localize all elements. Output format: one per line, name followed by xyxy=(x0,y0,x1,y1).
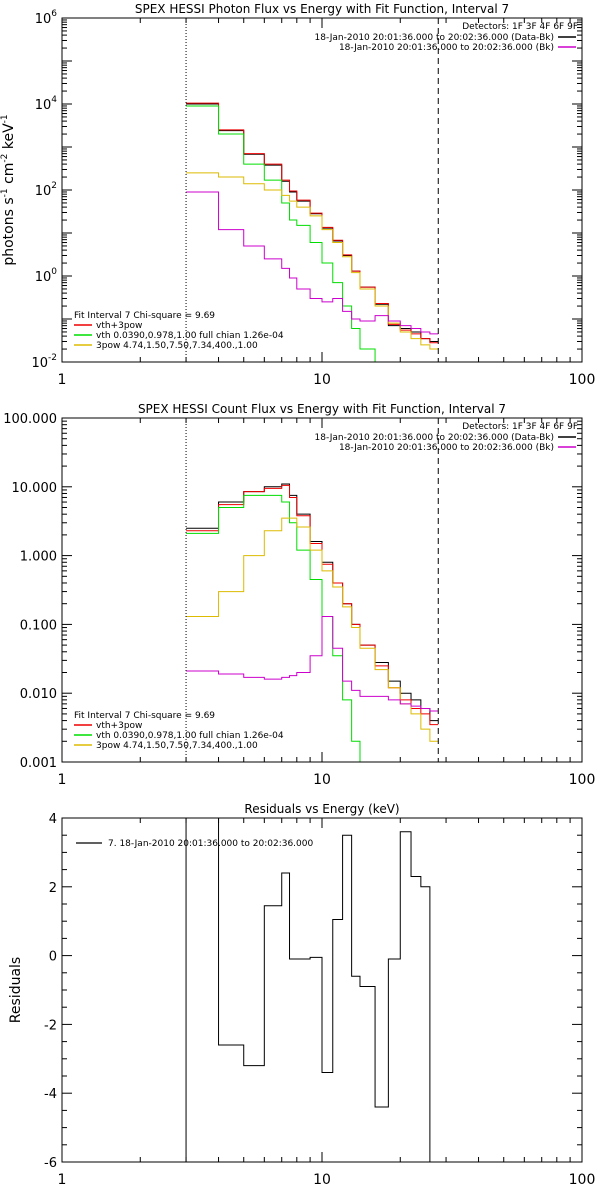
series-group xyxy=(185,818,439,1162)
y-tick-label: -2 xyxy=(44,1018,57,1033)
y-tick-base: 10 xyxy=(35,270,52,285)
y-tick-label: 100.000 xyxy=(3,412,57,427)
y-axis-label-part: -1 xyxy=(0,114,10,123)
y-tick-label: 10.000 xyxy=(12,481,58,496)
fit-interval-header: Fit Interval 7 Chi-square = 9.69 xyxy=(74,711,215,721)
chart-title: SPEX HESSI Count Flux vs Energy with Fit… xyxy=(138,402,506,416)
y-tick-label: 102 xyxy=(35,181,57,199)
detectors-label: Detectors: 1F 3F 4F 6F 9F xyxy=(462,422,578,432)
y-tick-label: 1.000 xyxy=(20,550,57,565)
legend-entry: vth+3pow xyxy=(96,321,142,331)
x-tick-label: 100 xyxy=(569,772,596,788)
y-axis-label: Residuals xyxy=(8,957,24,1023)
y-axis-label-part: -2 xyxy=(0,154,10,163)
legend-entry: vth+3pow xyxy=(96,721,142,731)
x-tick-label: 10 xyxy=(313,372,331,388)
x-tick-label: 10 xyxy=(313,1172,331,1188)
series-vth-line xyxy=(186,494,439,762)
y-tick-base: 10 xyxy=(35,184,52,199)
legend-top-entry: 18-Jan-2010 20:01:36.000 to 20:02:36.000… xyxy=(315,33,554,43)
y-tick-exponent: -2 xyxy=(48,353,57,363)
y-tick-label: 0.100 xyxy=(20,618,57,633)
x-tick-label: 1 xyxy=(58,772,67,788)
y-tick-label: 100 xyxy=(35,267,58,285)
y-tick-label: 106 xyxy=(35,9,58,27)
series-vth-line xyxy=(186,105,376,362)
y-tick-exponent: 2 xyxy=(51,181,57,191)
chart-title: SPEX HESSI Photon Flux vs Energy with Fi… xyxy=(135,2,509,16)
y-axis-label-part: cm xyxy=(1,163,17,189)
series-3pow-line xyxy=(186,517,439,742)
series-group xyxy=(186,483,439,762)
y-tick-label: 2 xyxy=(49,881,57,896)
legend-entry: vth 0.0390,0.978,1.00 full chian 1.26e-0… xyxy=(96,731,284,741)
legend-entry: 3pow 4.74,1.50,7.50,7.34,400.,1.00 xyxy=(96,741,258,751)
series-vth+3pow-line xyxy=(186,484,439,726)
y-axis-label: photons s-1 cm-2 keV-1 xyxy=(0,114,17,265)
y-tick-exponent: 0 xyxy=(51,267,57,277)
legend-entry: 7. 18-Jan-2010 20:01:36.000 to 20:02:36.… xyxy=(108,839,313,849)
y-tick-base: 10 xyxy=(35,98,52,113)
series-bk-line xyxy=(186,616,439,712)
y-axis-label-part: -1 xyxy=(0,188,10,197)
y-tick-label: 0.010 xyxy=(20,687,57,702)
detectors-label: Detectors: 1F 3F 4F 6F 9F xyxy=(462,22,578,32)
y-tick-exponent: 4 xyxy=(51,95,57,105)
y-tick-exponent: 6 xyxy=(51,9,57,19)
series-group xyxy=(186,102,439,362)
y-tick-label: -6 xyxy=(44,1156,57,1171)
series-data-line xyxy=(186,483,439,722)
x-tick-label: 10 xyxy=(313,772,331,788)
y-tick-label: 10-2 xyxy=(31,353,57,371)
series-vth+3pow-line xyxy=(186,102,439,344)
x-tick-label: 100 xyxy=(569,1172,596,1188)
series-3pow-line xyxy=(186,172,439,350)
legend-entry: 3pow 4.74,1.50,7.50,7.34,400.,1.00 xyxy=(96,341,258,351)
y-axis-label-part: photons s xyxy=(1,197,17,265)
legend-top-entry: 18-Jan-2010 20:01:36.000 to 20:02:36.000… xyxy=(339,443,554,453)
chart-panel-2: SPEX HESSI Count Flux vs Energy with Fit… xyxy=(3,402,595,788)
legend-entry: vth 0.0390,0.978,1.00 full chian 1.26e-0… xyxy=(96,331,284,341)
legend-top-entry: 18-Jan-2010 20:01:36.000 to 20:02:36.000… xyxy=(315,433,554,443)
y-tick-label: -4 xyxy=(44,1087,57,1102)
x-tick-label: 100 xyxy=(569,372,596,388)
legend-top-entry: 18-Jan-2010 20:01:36.000 to 20:02:36.000… xyxy=(339,43,554,53)
chart-title: Residuals vs Energy (keV) xyxy=(244,802,399,816)
chart-panel-1: SPEX HESSI Photon Flux vs Energy with Fi… xyxy=(0,2,595,388)
y-tick-label: 0 xyxy=(49,950,57,965)
series-bk-line xyxy=(186,191,439,335)
x-tick-label: 1 xyxy=(58,372,67,388)
y-axis-label-part: keV xyxy=(1,123,17,154)
series-residuals-line xyxy=(185,818,439,1162)
y-tick-label: 0.001 xyxy=(20,756,57,771)
y-tick-base: 10 xyxy=(35,12,52,27)
y-tick-label: 104 xyxy=(35,95,58,113)
y-tick-label: 4 xyxy=(49,812,57,827)
y-tick-base: 10 xyxy=(31,356,48,371)
chart-panel-3: Residuals vs Energy (keV) 1 10 100 -6 -4 -2 0 2 4… xyxy=(8,802,595,1188)
fit-interval-header: Fit Interval 7 Chi-square = 9.69 xyxy=(74,311,215,321)
series-data-line xyxy=(186,103,439,342)
x-tick-label: 1 xyxy=(58,1172,67,1188)
